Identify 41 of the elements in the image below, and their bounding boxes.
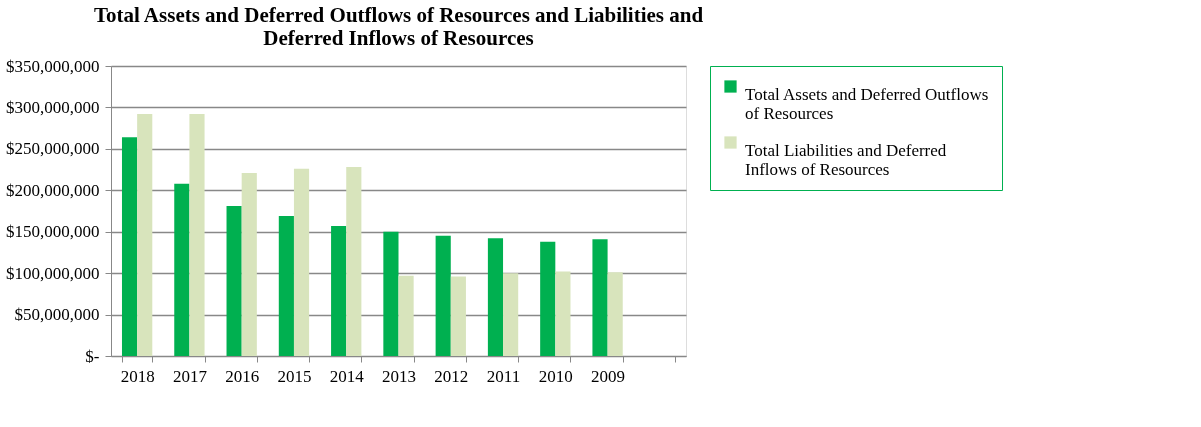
- legend-label: Total Assets and Deferred Outflows of Resources: [745, 84, 989, 123]
- bar: [346, 167, 362, 356]
- bar: [398, 275, 414, 356]
- x-tick-label: 2012: [434, 366, 469, 386]
- bar: [189, 114, 205, 356]
- y-tick-label: $250,000,000: [6, 139, 100, 159]
- bar: [487, 238, 504, 356]
- bar: [121, 137, 138, 356]
- bar: [226, 206, 242, 356]
- bar: [555, 271, 571, 356]
- bar: [503, 273, 519, 356]
- bar: [137, 114, 153, 356]
- bar: [293, 168, 310, 356]
- y-tick-label: $100,000,000: [6, 263, 100, 283]
- bar: [241, 172, 257, 356]
- x-tick-label: 2018: [120, 366, 155, 386]
- chart-title: Total Assets and Deferred Outflows of Resources and Liabilities and Deferred Inflows of Resources: [93, 3, 704, 50]
- y-tick-label: $300,000,000: [6, 97, 100, 117]
- x-tick-label: 2013: [382, 366, 416, 386]
- y-tick-label: $150,000,000: [6, 222, 100, 242]
- x-tick-label: 2014: [329, 366, 365, 386]
- bar: [435, 235, 451, 356]
- y-tick-label: $50,000,000: [14, 305, 100, 325]
- x-tick-label: 2010: [538, 366, 573, 386]
- bar: [331, 225, 347, 356]
- x-tick-label: 2009: [591, 366, 626, 386]
- bar: [607, 272, 623, 356]
- y-tick-label: $200,000,000: [6, 180, 100, 200]
- bar: [450, 276, 466, 356]
- x-tick-label: 2017: [172, 366, 208, 386]
- bar: [383, 231, 399, 356]
- x-tick-label: 2015: [277, 366, 312, 386]
- bar: [278, 215, 294, 356]
- y-tick-label: $350,000,000: [6, 56, 100, 76]
- bar: [592, 239, 608, 356]
- bar: [174, 183, 190, 356]
- bar: [540, 241, 556, 356]
- legend-label: Total Liabilities and Deferred Inflows of Resources: [745, 140, 947, 179]
- x-tick-label: 2016: [225, 366, 260, 386]
- x-tick-label: 2011: [486, 366, 521, 386]
- y-tick-label: $-: [85, 346, 100, 366]
